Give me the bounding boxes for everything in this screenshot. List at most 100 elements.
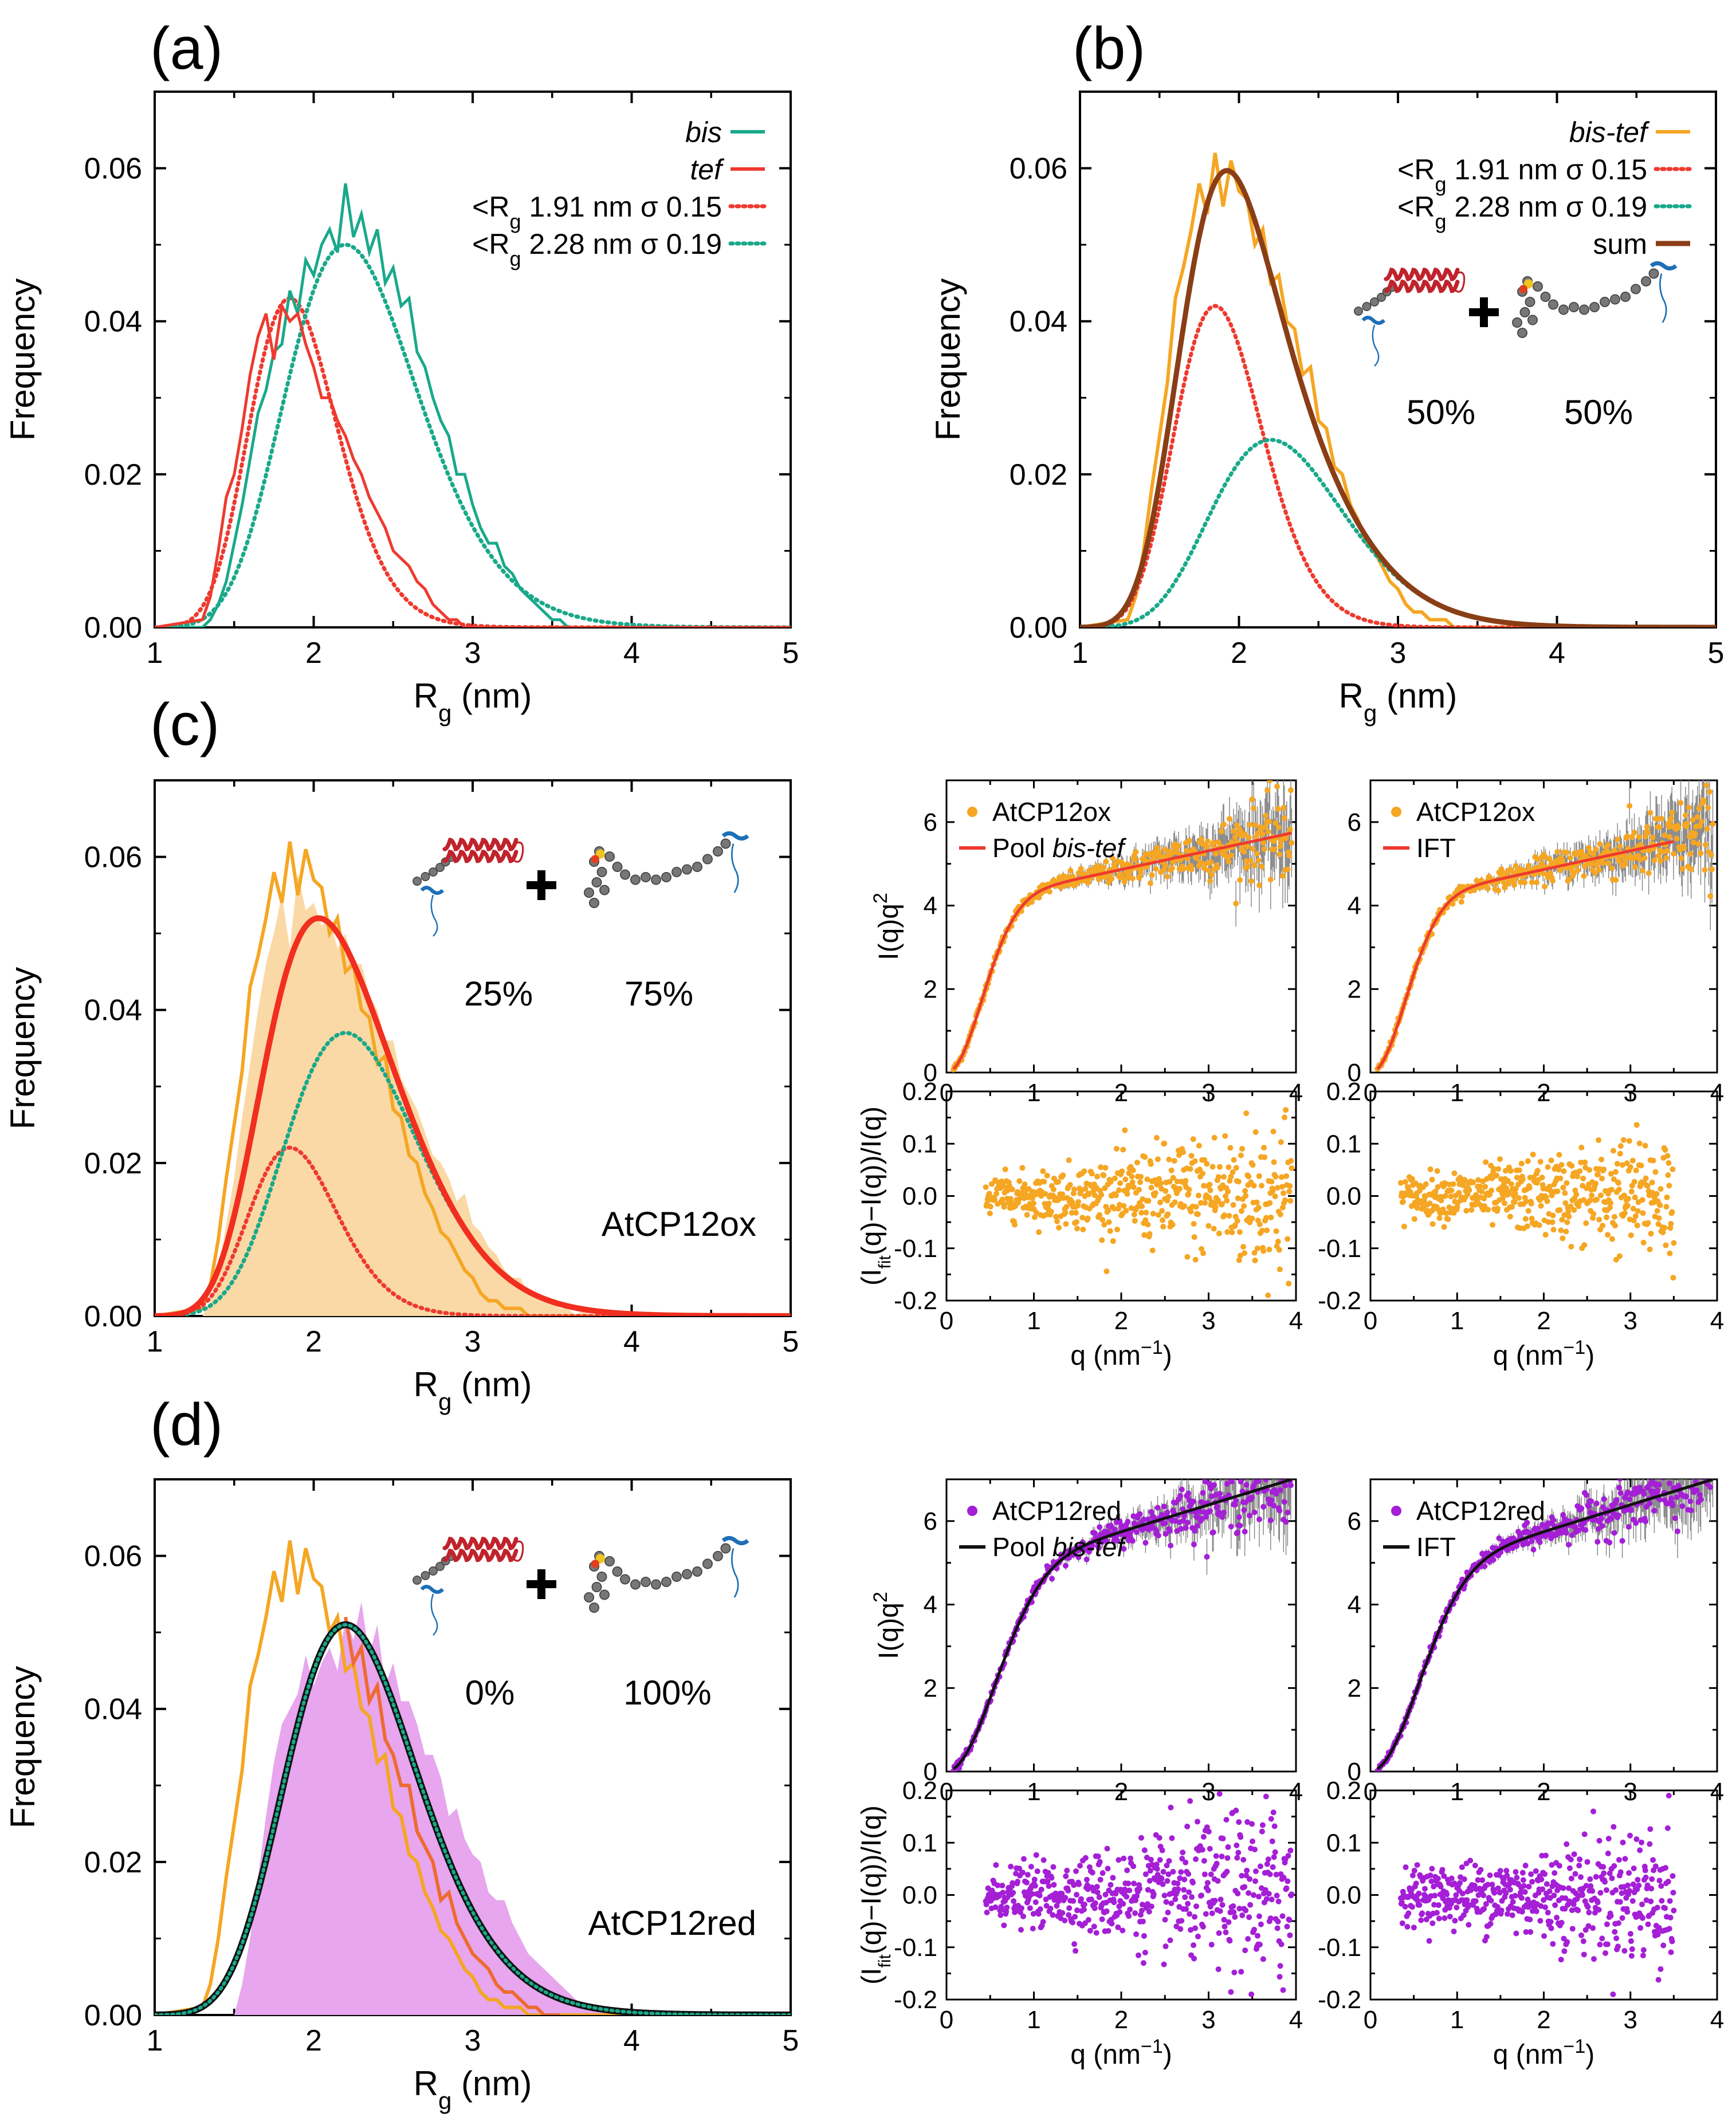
y-tick-label: 0.06	[84, 1540, 142, 1573]
y-tick-label: 0.02	[84, 1147, 142, 1180]
data-point	[1249, 1215, 1255, 1222]
data-point	[1706, 1444, 1711, 1450]
data-point	[1185, 1191, 1192, 1197]
data-point	[1207, 878, 1213, 884]
data-point	[1578, 1505, 1585, 1511]
data-point	[1051, 1882, 1057, 1888]
data-point	[1047, 1906, 1054, 1912]
data-point	[1117, 871, 1124, 878]
data-point	[1277, 1266, 1283, 1272]
data-point	[1129, 1173, 1135, 1180]
data-point	[1697, 823, 1703, 829]
data-point	[1148, 1903, 1154, 1910]
data-point	[1587, 1197, 1593, 1204]
blue-tail	[731, 1548, 739, 1598]
data-point	[1171, 1158, 1177, 1164]
data-point	[1085, 1916, 1091, 1923]
data-point	[1010, 1880, 1016, 1886]
data-point	[1285, 866, 1291, 873]
y-tick-label: 2	[924, 975, 937, 1003]
data-point	[1260, 1454, 1266, 1460]
data-point	[1619, 1538, 1625, 1544]
data-point	[1645, 1220, 1651, 1226]
bead	[1569, 302, 1580, 313]
data-point	[1126, 1913, 1132, 1919]
data-point	[1074, 1907, 1081, 1914]
data-point	[1169, 865, 1175, 871]
data-point	[1686, 804, 1692, 811]
data-point	[1073, 1868, 1079, 1875]
series-group	[951, 1454, 1294, 1772]
data-point	[1230, 1465, 1236, 1471]
bead	[591, 1582, 602, 1593]
x-tick-label: 0	[940, 2006, 953, 2034]
data-point	[1226, 1492, 1232, 1498]
data-point	[1509, 1204, 1515, 1210]
data-point	[1129, 875, 1136, 882]
data-point	[986, 1191, 992, 1197]
series-bis-fit	[155, 1623, 791, 2015]
data-point	[1252, 1257, 1258, 1263]
x-tick-label: 2	[1114, 2006, 1128, 2034]
data-point	[1254, 1465, 1260, 1471]
data-point	[1631, 830, 1637, 836]
data-point	[1696, 1460, 1702, 1466]
data-point	[1132, 856, 1138, 862]
data-point	[1105, 1928, 1111, 1934]
data-point	[1574, 1173, 1581, 1180]
data-point	[1427, 1200, 1433, 1207]
sample-annotation: AtCP12ox	[602, 1205, 756, 1243]
data-point	[1121, 1203, 1127, 1209]
data-point	[1141, 1933, 1147, 1939]
bead	[713, 846, 724, 857]
data-point	[1287, 826, 1293, 832]
data-point	[1544, 1198, 1550, 1204]
data-point	[1015, 1879, 1021, 1885]
data-point	[1470, 1179, 1476, 1185]
data-point	[993, 1191, 1000, 1197]
data-point	[1020, 1856, 1027, 1862]
data-point	[1624, 833, 1630, 839]
data-point	[1657, 1497, 1663, 1503]
y-axis-title: I(q)q2	[870, 1592, 904, 1659]
fit-line	[952, 831, 1292, 1070]
data-point	[1485, 1207, 1491, 1213]
data-point	[1074, 1892, 1080, 1898]
data-point	[1130, 1184, 1137, 1191]
data-point	[1154, 1505, 1161, 1511]
blue-tail	[1372, 324, 1380, 367]
data-point	[1107, 1179, 1114, 1185]
legend: AtCP12red IFT	[1383, 1496, 1545, 1562]
data-point	[1423, 1181, 1429, 1187]
data-point	[1668, 1220, 1674, 1227]
data-point	[1640, 1210, 1646, 1216]
data-point	[1630, 1205, 1636, 1212]
data-point	[1122, 1127, 1128, 1133]
data-point	[1222, 1133, 1228, 1139]
data-point	[1684, 820, 1690, 827]
data-point	[1087, 1927, 1093, 1934]
data-point	[1590, 851, 1597, 857]
data-point	[1663, 855, 1670, 861]
data-point	[1657, 1202, 1663, 1208]
data-point	[1210, 839, 1216, 846]
data-point	[1050, 1912, 1056, 1918]
data-point	[1568, 1243, 1574, 1250]
bead	[612, 862, 623, 873]
data-point	[1252, 1129, 1259, 1135]
data-point	[1035, 1911, 1042, 1917]
x-tick-label: 2	[305, 2024, 322, 2057]
bead	[599, 1589, 610, 1600]
data-point	[1281, 815, 1287, 821]
y-tick-label: 4	[1348, 892, 1361, 920]
data-point	[1466, 1187, 1472, 1193]
data-point	[1081, 1168, 1087, 1175]
data-point	[1279, 1204, 1286, 1211]
y-tick-label: -0.1	[894, 1934, 937, 1962]
data-point	[1260, 839, 1267, 846]
y-axis-title: Frequency	[3, 1666, 42, 1828]
data-point	[1607, 1200, 1613, 1206]
data-point	[1267, 1517, 1274, 1523]
data-point	[1199, 1246, 1205, 1252]
